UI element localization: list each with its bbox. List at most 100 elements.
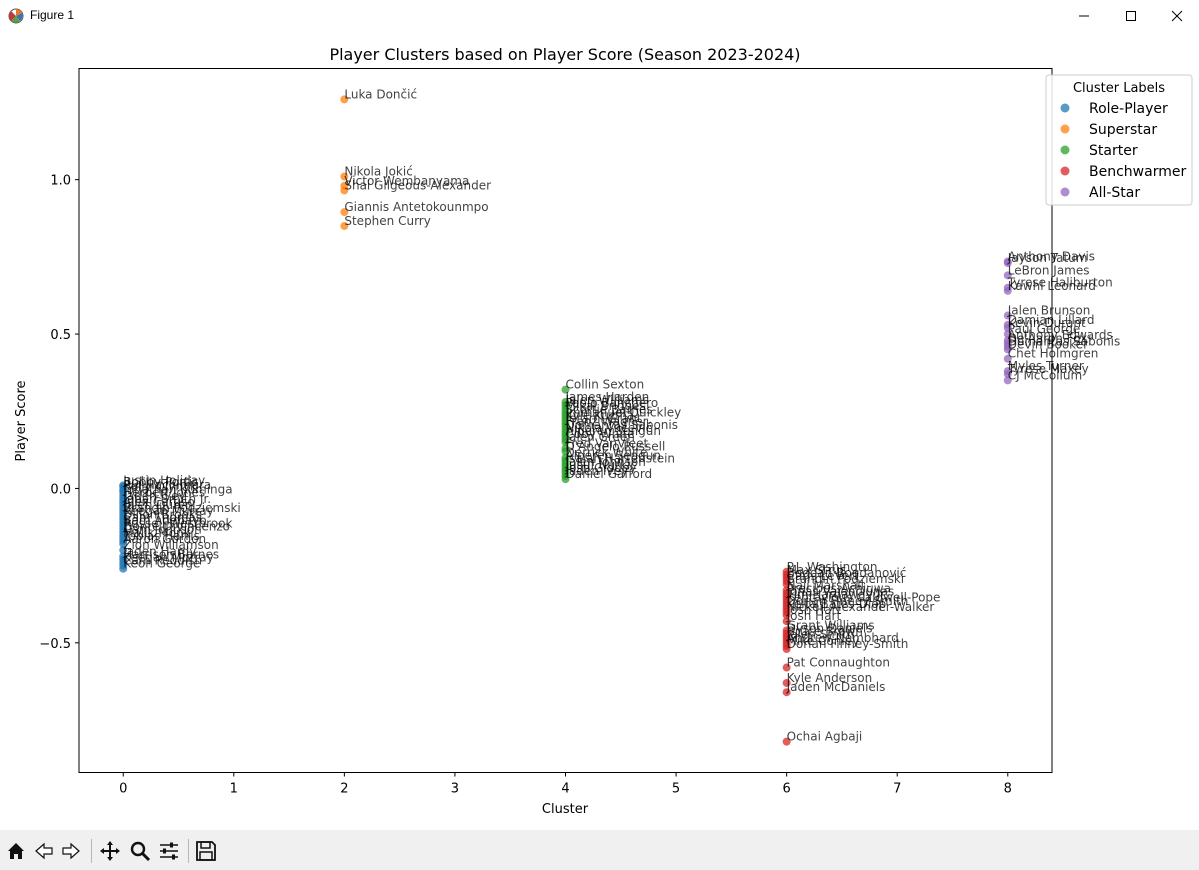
data-point-label: Anthony Edwards [1008, 328, 1113, 342]
data-point-label: Jonas Valančiūnas [786, 585, 895, 599]
data-point-label: Keita Bates-Diop [787, 597, 887, 611]
data-point [119, 540, 128, 549]
close-icon [1171, 10, 1183, 21]
data-point-label: Zion Williamson [123, 538, 218, 552]
data-point-label: Caris LeVert [787, 569, 860, 583]
data-point-label: Jaden McDaniels [786, 680, 886, 694]
data-point [1003, 376, 1012, 385]
data-point-label: Derrick White [566, 446, 648, 460]
data-points [119, 95, 1012, 746]
x-tick-label: 1 [230, 782, 238, 797]
y-tick-label: −0.5 [39, 637, 71, 652]
legend-marker [1060, 124, 1070, 134]
data-point-label: Luka Dončić [344, 87, 417, 101]
y-axis-label: Player Score [14, 381, 29, 462]
data-point-label: Tobias Harris [122, 529, 200, 543]
data-point [782, 688, 791, 697]
minimize-button[interactable] [1061, 0, 1107, 31]
data-point-label: Paul George [1008, 322, 1081, 336]
data-point-label: Mike Conley [787, 634, 860, 648]
save-button[interactable] [193, 838, 219, 864]
maximize-button[interactable] [1108, 0, 1154, 31]
forward-button[interactable] [58, 838, 84, 864]
figure-canvas[interactable]: Player Clusters based on Player Score (S… [0, 32, 1199, 830]
data-point [1003, 311, 1012, 320]
data-point-label: Jalen Duren [122, 498, 193, 512]
data-point-label: Kentavious Caldwell-Pope [787, 591, 941, 605]
legend-entry: Benchwarmer [1089, 164, 1186, 180]
data-point-label: Ochai Agbaji [787, 730, 863, 744]
save-floppy-icon [196, 841, 216, 861]
data-point [782, 678, 791, 687]
y-tick-label: 1.0 [50, 174, 71, 189]
data-point-label: Jalen Williams [565, 393, 649, 407]
data-point-label: Myles Turner [1008, 359, 1084, 373]
legend-entry: Starter [1089, 143, 1138, 159]
pan-button[interactable] [97, 838, 123, 864]
x-tick-label: 8 [1004, 782, 1012, 797]
y-tick-label: 0.5 [50, 328, 71, 343]
y-tick-label: 0.0 [50, 482, 71, 497]
x-tick-label: 7 [893, 782, 901, 797]
data-point-label: Paolo Banchero [566, 396, 659, 410]
close-button[interactable] [1154, 0, 1199, 31]
data-point-label: Malik Monk [123, 526, 190, 540]
data-point-label: Rui Hachimura [123, 478, 211, 492]
data-point-label: Aaron Gordon [123, 532, 206, 546]
data-point-label: Dorian Finney-Smith [787, 594, 909, 608]
back-button[interactable] [31, 838, 57, 864]
data-point-label: Jalen Smith [786, 628, 855, 642]
data-point-label: Russell Westbrook [123, 517, 232, 531]
x-tick-label: 3 [451, 782, 459, 797]
data-point-label: Pat Connaughton [787, 656, 890, 670]
data-point-label: Grant Williams [787, 618, 875, 632]
y-axis: −0.5 0.0 0.5 1.0 [39, 174, 79, 652]
data-point [119, 564, 128, 573]
data-point-label: Kyle Kuzma [566, 409, 635, 423]
data-point-label: Justin Holiday [122, 473, 205, 487]
data-point-label: Jalen Johnson [565, 455, 646, 469]
data-point-label: Bogdan Bogdanović [787, 566, 907, 580]
data-point-label: D'Angelo Russell [566, 439, 666, 453]
legend-entry: All-Star [1089, 185, 1140, 201]
legend-marker [1060, 187, 1070, 197]
legend-marker [1060, 145, 1070, 155]
data-point-label: Stephen Curry [344, 214, 430, 228]
toolbar-separator [91, 839, 92, 863]
forward-arrow-icon [62, 842, 80, 860]
configure-subplots-button[interactable] [156, 838, 182, 864]
pan-move-icon [100, 841, 120, 861]
home-button[interactable] [3, 838, 29, 864]
data-point-label: James Harden [565, 390, 650, 404]
data-point-label: Jusuf Nurkić [565, 458, 637, 472]
data-point [340, 172, 349, 181]
navigation-toolbar [0, 830, 1199, 870]
maximize-icon [1126, 10, 1136, 21]
data-point-label: Shai Gilgeous-Alexander [344, 178, 491, 192]
data-point-label: Tyrese Haliburton [1007, 276, 1113, 290]
data-point [561, 385, 570, 394]
data-point-label: Daniel Gafford [566, 467, 653, 481]
data-point [782, 737, 791, 746]
data-point-label: Jabari Smith Jr. [122, 492, 211, 506]
data-point-label: Chet Holmgren [1008, 347, 1099, 361]
x-tick-label: 6 [782, 782, 790, 797]
data-point-label: Giannis Antetokounmpo [344, 200, 488, 214]
data-point-label: Cam Reddish [123, 554, 202, 568]
data-point [561, 438, 570, 447]
data-point-label: Jaden Hardy [122, 544, 196, 558]
data-point-label: Kawhi Leonard [1008, 279, 1096, 293]
data-point-label: Cam Thomas [123, 510, 202, 524]
x-axis: 0 1 2 3 4 5 6 7 8 [119, 772, 1012, 797]
zoom-button[interactable] [127, 838, 153, 864]
data-point-label: Dorian Finney-Smith [787, 637, 909, 651]
x-axis-label: Cluster [542, 802, 589, 817]
data-point-label: Naji Marshall [787, 578, 864, 592]
data-point-label: Tim Hardaway Jr. [786, 588, 888, 602]
data-point-label: Franz Wagner [566, 415, 648, 429]
data-point-label: Jerami Grant [565, 412, 642, 426]
home-icon [8, 843, 24, 859]
data-point [1003, 323, 1012, 332]
data-point-label: Keegan Murray [123, 551, 213, 565]
